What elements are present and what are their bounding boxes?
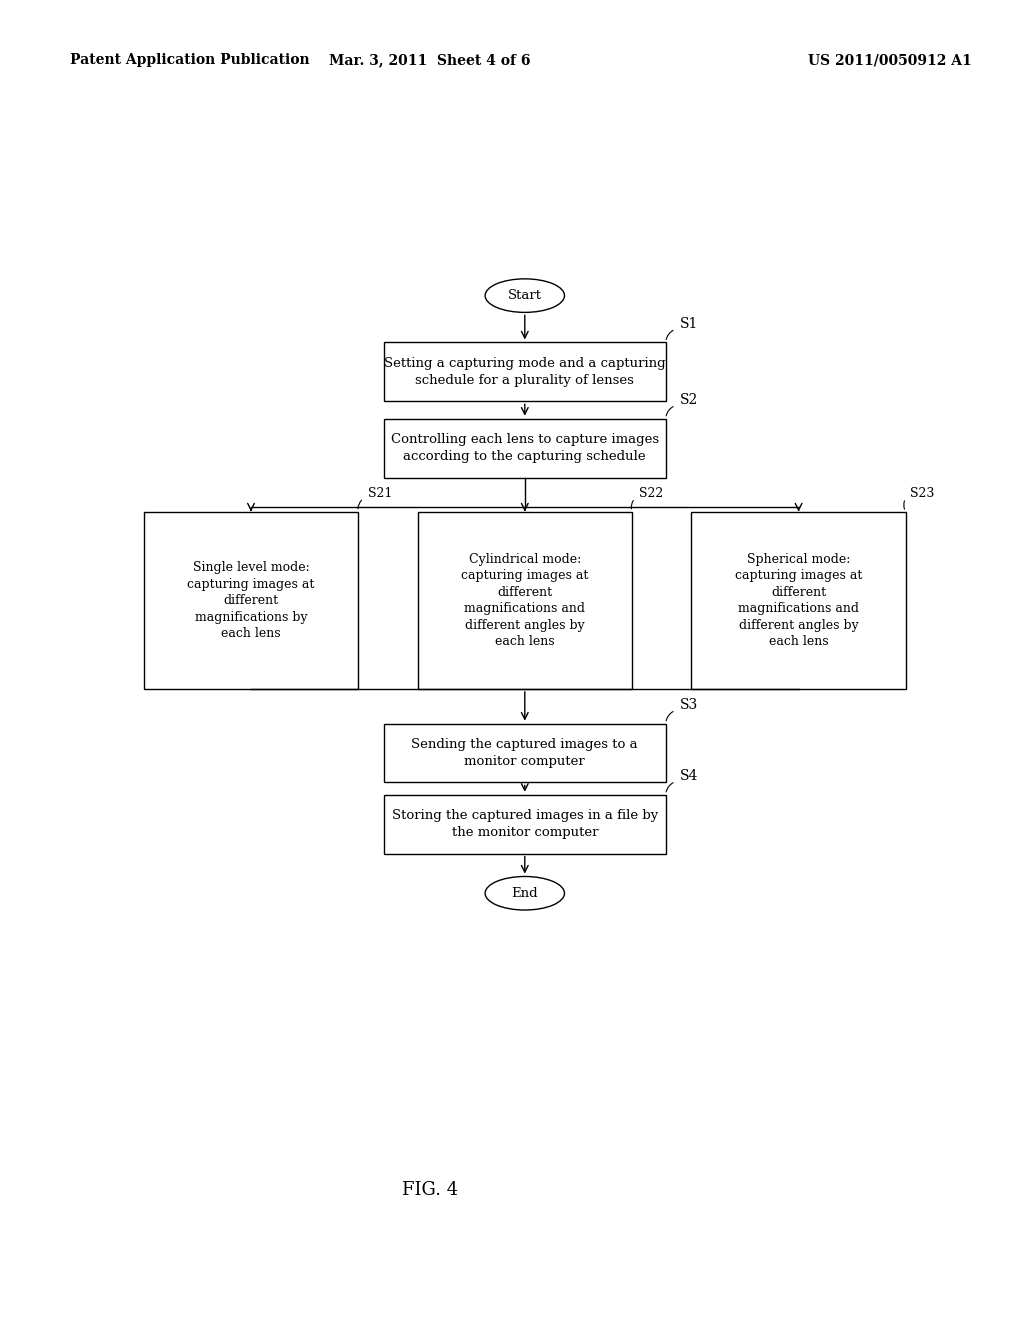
Text: S4: S4	[680, 770, 698, 783]
Text: End: End	[511, 887, 539, 900]
Text: Sending the captured images to a
monitor computer: Sending the captured images to a monitor…	[412, 738, 638, 768]
Bar	[384, 795, 666, 854]
Text: Patent Application Publication: Patent Application Publication	[70, 53, 309, 67]
Bar	[691, 512, 906, 689]
Text: S2: S2	[680, 393, 697, 408]
Text: Mar. 3, 2011  Sheet 4 of 6: Mar. 3, 2011 Sheet 4 of 6	[330, 53, 530, 67]
Text: Spherical mode:
capturing images at
different
magnifications and
different angle: Spherical mode: capturing images at diff…	[735, 553, 862, 648]
Text: Setting a capturing mode and a capturing
schedule for a plurality of lenses: Setting a capturing mode and a capturing…	[384, 358, 666, 387]
Bar	[384, 342, 666, 401]
Bar	[143, 512, 358, 689]
Bar	[418, 512, 632, 689]
Text: Controlling each lens to capture images
according to the capturing schedule: Controlling each lens to capture images …	[391, 433, 658, 463]
Text: Single level mode:
capturing images at
different
magnifications by
each lens: Single level mode: capturing images at d…	[187, 561, 314, 640]
Text: Cylindrical mode:
capturing images at
different
magnifications and
different ang: Cylindrical mode: capturing images at di…	[461, 553, 589, 648]
Text: FIG. 4: FIG. 4	[402, 1181, 458, 1199]
Text: S23: S23	[909, 487, 934, 500]
Bar	[384, 418, 666, 478]
Text: Storing the captured images in a file by
the monitor computer: Storing the captured images in a file by…	[391, 809, 658, 840]
Text: S21: S21	[368, 487, 392, 500]
Text: S3: S3	[680, 698, 697, 713]
Text: US 2011/0050912 A1: US 2011/0050912 A1	[808, 53, 972, 67]
Text: S1: S1	[680, 317, 698, 331]
Text: S22: S22	[639, 487, 664, 500]
Text: Start: Start	[508, 289, 542, 302]
Bar	[384, 723, 666, 783]
